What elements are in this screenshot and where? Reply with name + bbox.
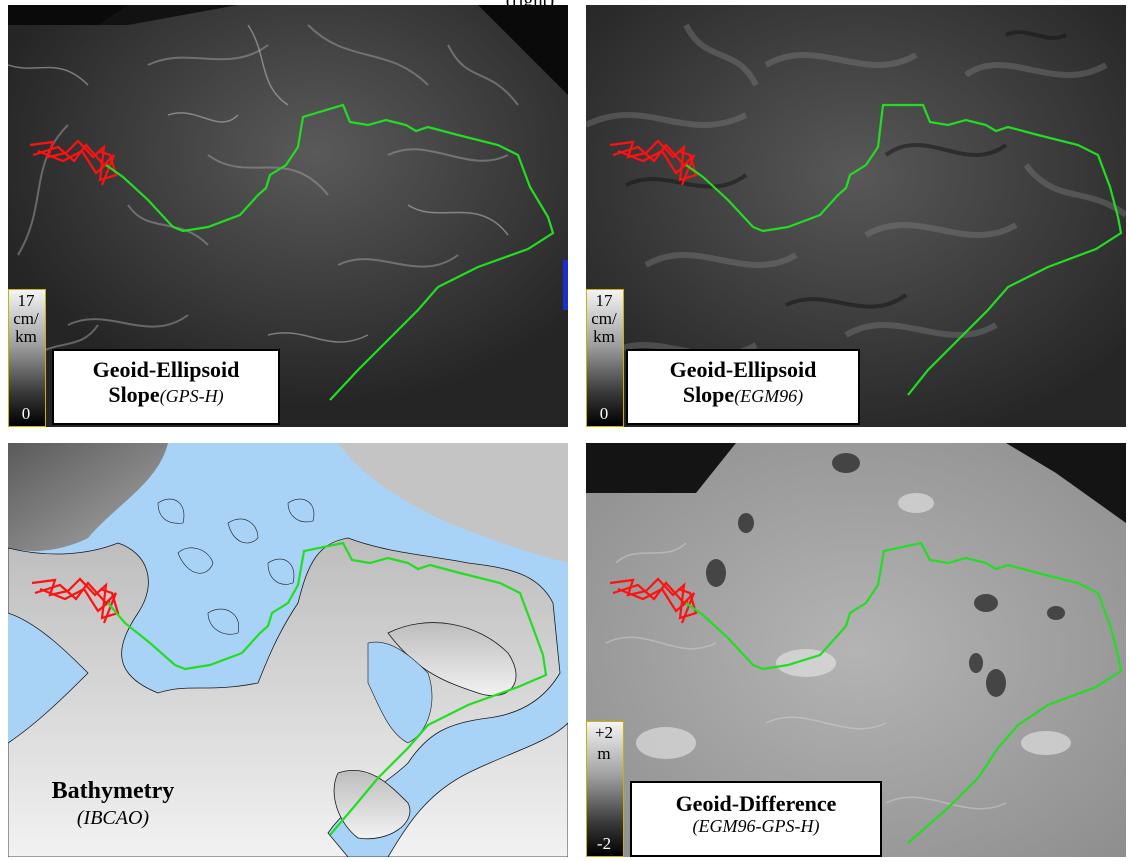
legend-slope-gps-h: Geoid-Ellipsoid Slope(GPS-H) <box>52 349 280 425</box>
slope-colorbar-1 <box>8 289 46 427</box>
colorbar-unit-line1: cm/ <box>13 309 39 328</box>
colorbar-unit: m <box>597 744 611 763</box>
bathymetry-title: Bathymetry <box>51 778 175 804</box>
colorbar-unit-line2: km <box>593 327 615 346</box>
survey-route <box>107 541 548 836</box>
panel-geoid-difference: +2 m -2 Geoid-Difference (EGM96-GPS-H) <box>586 443 1126 857</box>
gps-network <box>31 577 120 624</box>
legend-source: (EGM96) <box>734 386 804 407</box>
colorbar-max: 17 <box>17 291 35 310</box>
colorbar-min: 0 <box>599 404 609 423</box>
bathymetry-label: Bathymetry (IBCAO) <box>28 777 198 830</box>
gps-network <box>29 139 118 186</box>
colorbar-unit-line1: cm/ <box>591 309 617 328</box>
gps-network <box>609 139 698 186</box>
colorbar-unit-line2: km <box>15 327 37 346</box>
legend-source: (GPS-H) <box>159 386 224 407</box>
colorbar-min: 0 <box>21 404 31 423</box>
panel-slope-egm96: 17 cm/ km 0 Geoid-Ellipsoid Slope(EGM96) <box>586 5 1126 427</box>
legend-source: (EGM96-GPS-H) <box>692 816 820 837</box>
bathymetry-map <box>8 443 568 857</box>
difference-colorbar <box>586 721 624 857</box>
legend-title-line2: Slope <box>682 382 735 408</box>
legend-title: Geoid-Difference <box>675 791 837 816</box>
survey-route <box>685 103 1123 396</box>
bathymetry-source: (IBCAO) <box>76 806 150 829</box>
survey-route <box>105 103 555 401</box>
colorbar-min: -2 <box>596 834 612 853</box>
colorbar-max: 17 <box>595 291 613 310</box>
slope-colorbar-2 <box>586 289 624 427</box>
legend-geoid-difference: Geoid-Difference (EGM96-GPS-H) <box>630 781 882 857</box>
legend-title: Geoid-Ellipsoid <box>669 357 817 382</box>
legend-title: Geoid-Ellipsoid <box>92 357 240 382</box>
survey-route <box>685 541 1123 844</box>
panel-bathymetry: Bathymetry (IBCAO) <box>8 443 568 857</box>
colorbar-max: +2 <box>594 723 614 742</box>
legend-slope-egm96: Geoid-Ellipsoid Slope(EGM96) <box>626 349 860 425</box>
geoid-difference-map <box>586 443 1126 857</box>
panel-slope-gps-h: 17 cm/ km 0 Geoid-Ellipsoid Slope(GPS-H) <box>8 5 568 427</box>
gps-network <box>609 577 698 624</box>
legend-title-line2: Slope <box>108 382 160 408</box>
